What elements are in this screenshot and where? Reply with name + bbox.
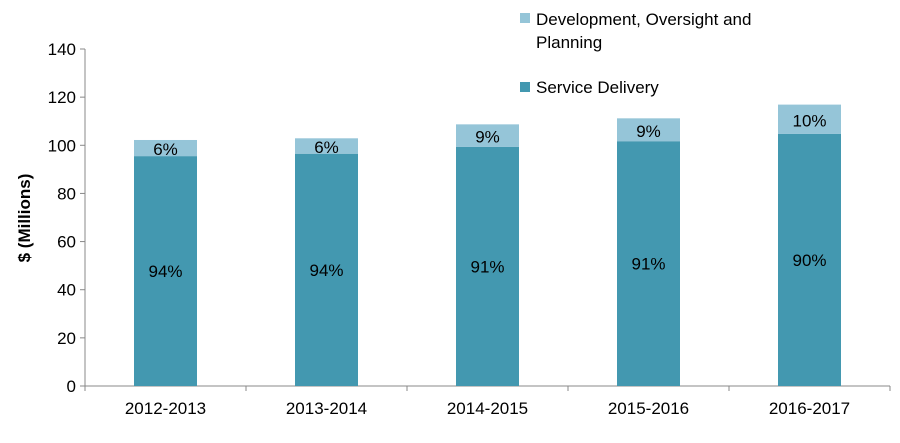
data-label: 6% — [314, 138, 339, 157]
data-label: 9% — [636, 122, 661, 141]
legend: Development, Oversight and Planning Serv… — [520, 10, 751, 97]
y-tick-label: 140 — [48, 40, 76, 59]
data-label: 91% — [470, 257, 504, 276]
x-tick-label: 2016-2017 — [769, 399, 850, 418]
data-label: 91% — [631, 255, 665, 274]
y-axis-label: $ (Millions) — [15, 174, 34, 263]
y-tick-label: 40 — [57, 281, 76, 300]
y-tick-label: 80 — [57, 184, 76, 203]
x-tick-label: 2012-2013 — [125, 399, 206, 418]
bar-development — [456, 124, 519, 147]
bar-development — [295, 138, 358, 154]
data-label: 90% — [792, 251, 826, 270]
bar-service-delivery — [617, 141, 680, 386]
y-tick-label: 0 — [67, 377, 76, 396]
data-label: 94% — [148, 262, 182, 281]
bar-service-delivery — [778, 133, 841, 386]
y-tick-label: 60 — [57, 233, 76, 252]
data-label: 94% — [309, 261, 343, 280]
legend-swatch-service-delivery — [520, 82, 530, 92]
bar-development — [778, 104, 841, 134]
bar-service-delivery — [456, 146, 519, 386]
y-tick-label: 120 — [48, 88, 76, 107]
legend-label-development-line2: Planning — [536, 33, 602, 52]
x-tick-label: 2015-2016 — [608, 399, 689, 418]
data-label: 9% — [475, 128, 500, 147]
y-tick-label: 20 — [57, 329, 76, 348]
bar-service-delivery — [134, 156, 197, 386]
y-tick-label: 100 — [48, 136, 76, 155]
x-tick-label: 2013-2014 — [286, 399, 367, 418]
bar-development — [134, 139, 197, 157]
legend-swatch-development — [520, 13, 530, 23]
bar-service-delivery — [295, 153, 358, 386]
data-label: 10% — [792, 111, 826, 130]
legend-label-development-line1: Development, Oversight and — [536, 10, 751, 29]
x-tick-label: 2014-2015 — [447, 399, 528, 418]
data-label: 6% — [153, 140, 178, 159]
legend-label-service-delivery: Service Delivery — [536, 78, 659, 97]
bar-development — [617, 118, 680, 142]
